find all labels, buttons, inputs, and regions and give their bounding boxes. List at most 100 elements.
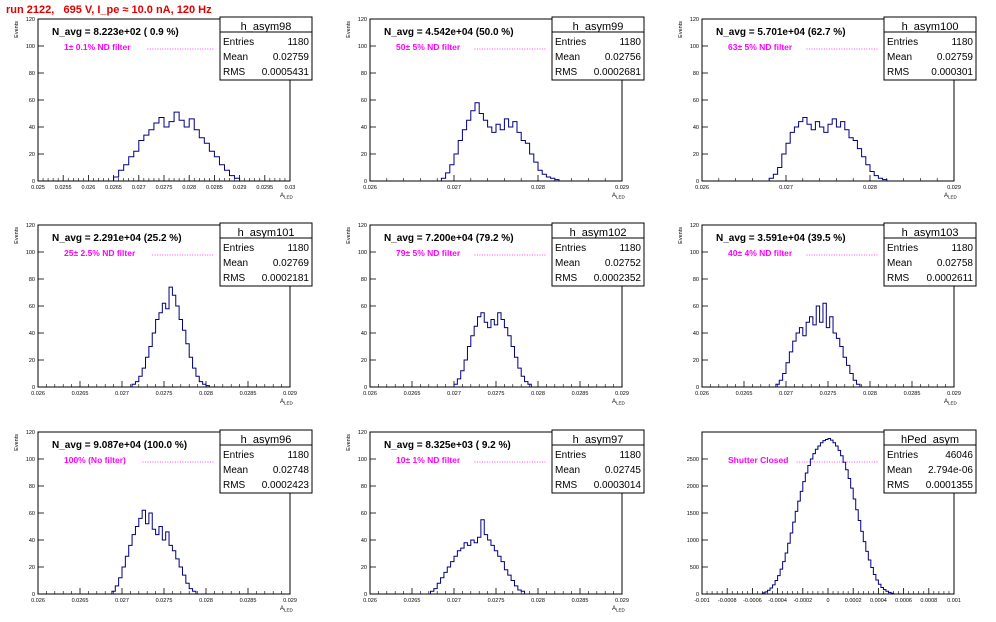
stats-value: 0.02756: [605, 52, 642, 63]
x-tick-label: 0.0265: [105, 185, 122, 191]
y-tick-label: 120: [690, 17, 699, 23]
x-tick-label: 0.0275: [820, 391, 837, 397]
stats-hist-name: h_asym103: [902, 227, 959, 239]
histogram-panel-h_asym97: 0 20 40 60 80 100 120 0.026 0.0265 0.027 0.0275 0.0…: [346, 429, 645, 613]
y-tick-label: 40: [361, 331, 367, 337]
x-tick-label: 0.026: [31, 391, 45, 397]
y-tick-label: 2000: [687, 484, 699, 490]
y-tick-label: 80: [29, 277, 35, 283]
x-axis-label-subscript: LED: [616, 401, 626, 406]
y-tick-label: 80: [361, 484, 367, 490]
y-tick-label: 1500: [687, 511, 699, 517]
x-axis-label: ALED: [612, 606, 626, 613]
x-tick-label: 0.029: [283, 598, 297, 604]
x-tick-label: 0.027: [779, 185, 793, 191]
x-tick-label: 0.027: [115, 391, 129, 397]
histogram-title: N_avg = 9.087e+04 (100.0 %): [52, 440, 187, 451]
stats-value: 0.0002181: [262, 273, 310, 284]
y-tick-label: 40: [29, 331, 35, 337]
y-tick-label: 0: [696, 385, 699, 391]
stats-value: 1180: [287, 243, 309, 254]
y-axis-label: Events: [14, 227, 20, 244]
x-axis-label: ALED: [280, 399, 294, 406]
y-tick-label: 120: [358, 223, 367, 229]
y-tick-label: 0: [32, 179, 35, 185]
y-axis-label: Events: [346, 227, 352, 244]
x-axis-label: ALED: [612, 193, 626, 200]
x-axis-label: ALED: [280, 606, 294, 613]
histogram-line: [429, 519, 526, 594]
y-tick-label: 60: [693, 98, 699, 104]
y-tick-label: 500: [690, 565, 699, 571]
x-tick-label: 0.028: [199, 598, 213, 604]
x-tick-label: 0.026: [695, 185, 709, 191]
histogram-panel-h_asym98: 0 20 40 60 80 100 120 0.025 0.0255 0.026 0.0265 0.0…: [14, 16, 313, 200]
y-tick-label: 40: [361, 125, 367, 131]
stats-value: 1180: [619, 243, 641, 254]
stats-label: RMS: [223, 273, 246, 284]
x-axis-label-subscript: LED: [284, 195, 294, 200]
y-axis-label: Events: [14, 434, 20, 451]
stats-label: Entries: [887, 37, 918, 48]
stats-label: RMS: [555, 67, 578, 78]
y-tick-label: 120: [26, 17, 35, 23]
x-axis-label-subscript: LED: [948, 401, 958, 406]
x-tick-label: 0.0265: [404, 598, 421, 604]
stats-value: 0.0003014: [594, 480, 642, 491]
stats-hist-name: h_asym102: [570, 227, 627, 239]
y-tick-label: 0: [696, 179, 699, 185]
stats-label: RMS: [223, 480, 246, 491]
stats-box: [551, 237, 645, 287]
y-tick-label: 60: [361, 304, 367, 310]
x-tick-label: 0.027: [447, 185, 461, 191]
y-tick-label: 120: [690, 223, 699, 229]
stats-label: Entries: [887, 450, 918, 461]
y-tick-label: 0: [32, 385, 35, 391]
stats-value: 0.0002681: [594, 67, 642, 78]
x-tick-label: 0.029: [615, 391, 629, 397]
y-tick-label: 20: [361, 358, 367, 364]
histogram-line: [440, 102, 560, 181]
y-tick-label: 100: [358, 457, 367, 463]
x-axis-label-subscript: LED: [616, 195, 626, 200]
x-tick-label: 0.028: [531, 598, 545, 604]
x-axis-label: ALED: [944, 193, 958, 200]
stats-label: Mean: [555, 465, 580, 476]
y-tick-label: 120: [26, 223, 35, 229]
stats-label: Entries: [223, 450, 254, 461]
stats-hist-name: h_asym96: [241, 434, 292, 446]
x-axis-label-subscript: LED: [284, 608, 294, 613]
y-tick-label: 60: [29, 304, 35, 310]
y-tick-label: 20: [29, 565, 35, 571]
stats-value: 0.000301: [931, 67, 973, 78]
stats-value: 1180: [287, 450, 309, 461]
stats-label: Mean: [223, 258, 248, 269]
histogram-title: N_avg = 7.200e+04 (79.2 %): [384, 233, 514, 244]
x-tick-label: 0.0002: [845, 598, 862, 604]
x-tick-label: 0.029: [615, 598, 629, 604]
stats-label: RMS: [555, 273, 578, 284]
stats-label: Mean: [223, 52, 248, 63]
y-tick-label: 20: [361, 152, 367, 158]
x-tick-label: 0.028: [182, 185, 196, 191]
x-tick-label: 0.029: [947, 185, 961, 191]
stats-label: Entries: [223, 243, 254, 254]
y-tick-label: 80: [361, 71, 367, 77]
x-tick-label: 0.0265: [736, 391, 753, 397]
y-tick-label: 100: [690, 44, 699, 50]
x-tick-label: 0.0275: [156, 391, 173, 397]
y-tick-label: 20: [29, 152, 35, 158]
x-tick-label: 0.026: [363, 185, 377, 191]
x-tick-label: 0.027: [779, 391, 793, 397]
y-tick-label: 80: [361, 277, 367, 283]
y-axis-label: Events: [346, 434, 352, 451]
stats-label: Entries: [223, 37, 254, 48]
x-tick-label: 0.0275: [488, 391, 505, 397]
stats-value: 0.0002611: [926, 273, 973, 284]
y-tick-label: 60: [361, 98, 367, 104]
x-tick-label: 0.028: [531, 185, 545, 191]
stats-label: RMS: [887, 480, 910, 491]
y-tick-label: 0: [364, 385, 367, 391]
x-tick-label: 0.026: [82, 185, 96, 191]
